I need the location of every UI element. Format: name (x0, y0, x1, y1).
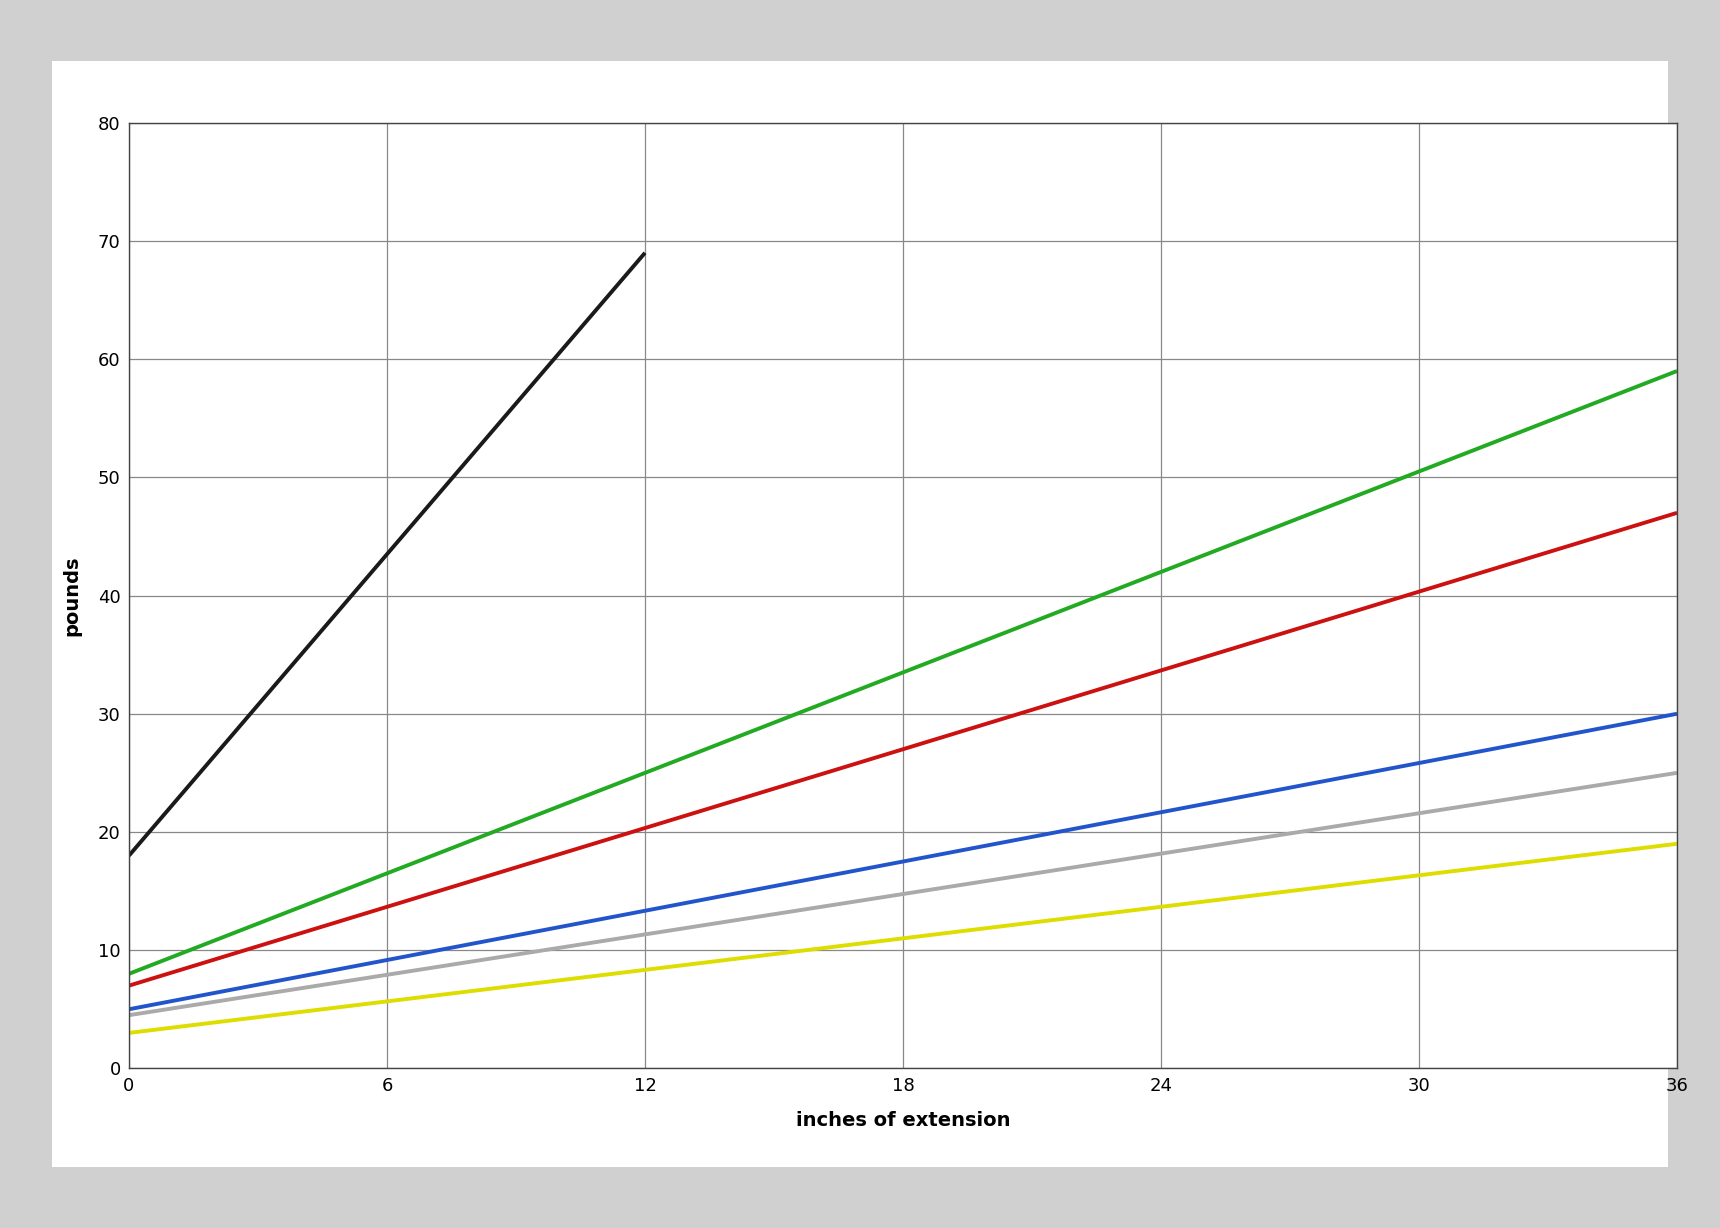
X-axis label: inches of extension: inches of extension (796, 1111, 1010, 1130)
Y-axis label: pounds: pounds (62, 555, 81, 636)
